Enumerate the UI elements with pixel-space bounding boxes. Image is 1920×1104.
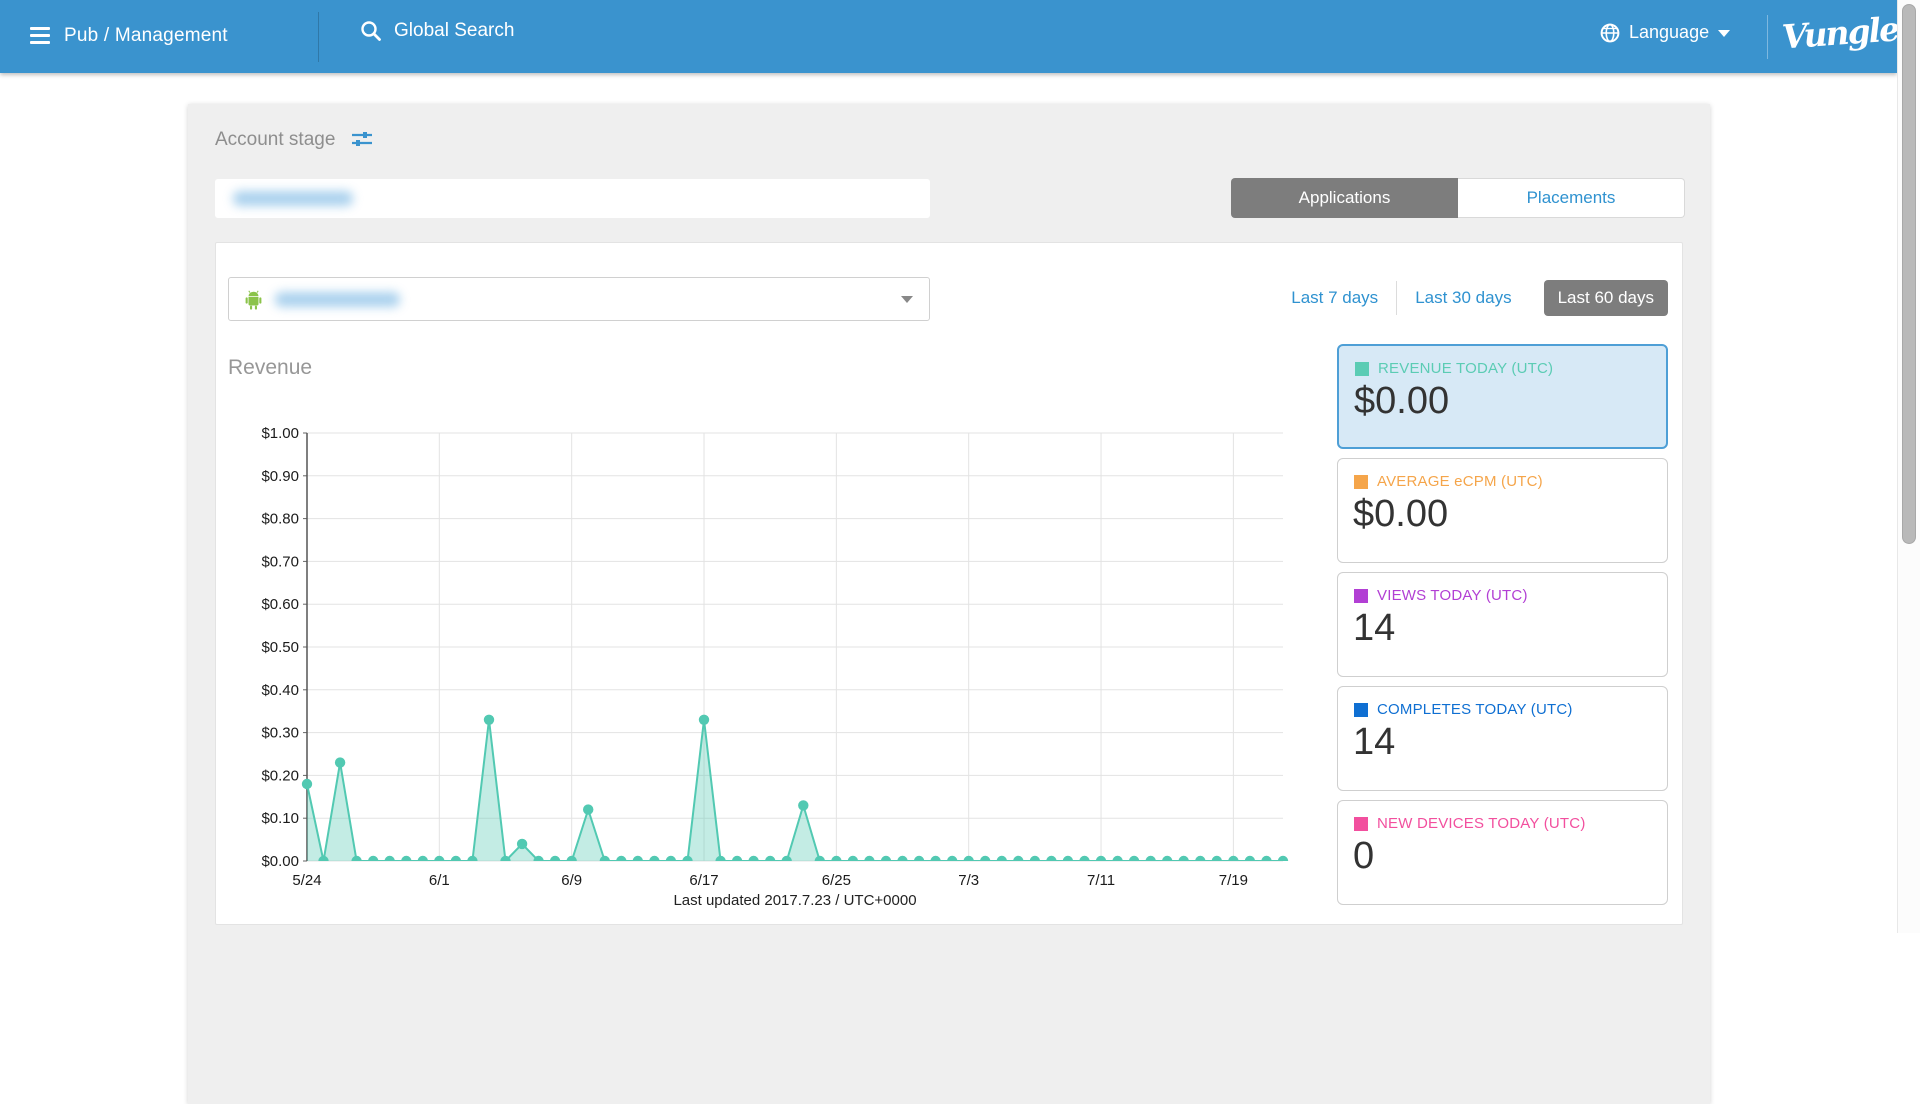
legend-swatch-icon xyxy=(1354,702,1368,717)
svg-text:$0.00: $0.00 xyxy=(261,853,299,870)
topbar-divider xyxy=(318,12,319,62)
chevron-down-icon xyxy=(1718,30,1731,37)
stat-label: VIEWS TODAY (UTC) xyxy=(1377,587,1528,604)
stat-value: $0.00 xyxy=(1354,380,1450,422)
stat-label-row: VIEWS TODAY (UTC) xyxy=(1354,587,1528,604)
stat-label-row: REVENUE TODAY (UTC) xyxy=(1355,360,1553,377)
svg-text:6/1: 6/1 xyxy=(429,872,450,889)
dropdown-caret-icon xyxy=(901,296,913,303)
svg-text:$0.20: $0.20 xyxy=(261,767,299,784)
filter-sliders-icon[interactable] xyxy=(352,131,372,148)
legend-swatch-icon xyxy=(1355,361,1369,376)
search-icon xyxy=(361,21,381,41)
vertical-scrollbar-thumb[interactable] xyxy=(1902,4,1916,544)
last-updated-text: Last updated 2017.7.23 / UTC+0000 xyxy=(673,892,917,909)
stat-label-row: NEW DEVICES TODAY (UTC) xyxy=(1354,815,1586,832)
global-search xyxy=(360,20,654,42)
vungle-logo: Vungle xyxy=(1780,9,1900,57)
page-title: Pub / Management xyxy=(64,25,228,46)
svg-text:$0.70: $0.70 xyxy=(261,553,299,570)
svg-text:5/24: 5/24 xyxy=(292,872,321,889)
svg-text:$1.00: $1.00 xyxy=(261,425,299,442)
stat-card-views-today-utc[interactable]: VIEWS TODAY (UTC) 14 xyxy=(1337,572,1668,677)
range-tab-last-7-days[interactable]: Last 7 days xyxy=(1291,288,1379,307)
svg-text:7/3: 7/3 xyxy=(958,872,979,889)
stat-value: 14 xyxy=(1353,721,1396,763)
svg-text:6/17: 6/17 xyxy=(689,872,718,889)
top-navigation-bar: Pub / Management Language Vungle xyxy=(0,0,1900,73)
legend-swatch-icon xyxy=(1354,588,1368,603)
stat-card-new-devices-today-utc[interactable]: NEW DEVICES TODAY (UTC) 0 xyxy=(1337,800,1668,905)
svg-text:7/11: 7/11 xyxy=(1087,872,1115,889)
svg-text:7/19: 7/19 xyxy=(1219,872,1248,889)
date-range-tabs: Last 7 days Last 30 days Last 60 days xyxy=(1240,279,1668,317)
vertical-scrollbar-track[interactable] xyxy=(1897,0,1920,933)
language-menu[interactable]: Language xyxy=(1600,22,1731,43)
account-stage-title: Account stage xyxy=(215,129,336,150)
legend-swatch-icon xyxy=(1354,474,1368,489)
svg-text:$0.40: $0.40 xyxy=(261,682,299,699)
application-dropdown[interactable] xyxy=(228,277,930,321)
stat-value: 0 xyxy=(1353,835,1375,877)
range-tab-divider xyxy=(1396,281,1398,315)
svg-text:$0.80: $0.80 xyxy=(261,511,299,528)
range-tab-last-60-days[interactable]: Last 60 days xyxy=(1543,280,1668,316)
svg-text:$0.30: $0.30 xyxy=(261,725,299,742)
svg-text:$0.10: $0.10 xyxy=(261,810,299,827)
svg-text:6/9: 6/9 xyxy=(561,872,582,889)
chart-title: Revenue xyxy=(228,356,313,379)
topbar-divider xyxy=(1767,15,1768,59)
svg-text:$0.50: $0.50 xyxy=(261,639,299,656)
stat-label-row: AVERAGE eCPM (UTC) xyxy=(1354,473,1543,490)
globe-icon xyxy=(1600,23,1620,42)
svg-text:$0.90: $0.90 xyxy=(261,468,299,485)
stat-label: REVENUE TODAY (UTC) xyxy=(1378,360,1554,377)
legend-swatch-icon xyxy=(1354,816,1368,831)
hamburger-menu-icon[interactable] xyxy=(30,27,50,44)
tab-applications[interactable]: Applications xyxy=(1231,178,1458,218)
range-tab-last-30-days[interactable]: Last 30 days xyxy=(1415,288,1512,307)
stat-label: COMPLETES TODAY (UTC) xyxy=(1377,701,1573,718)
stat-value: $0.00 xyxy=(1353,493,1449,535)
svg-text:$0.60: $0.60 xyxy=(261,596,299,613)
blurred-account-name xyxy=(233,191,353,206)
view-toggle: Applications Placements xyxy=(1231,178,1685,218)
account-selector-input[interactable] xyxy=(215,179,930,218)
blurred-app-name xyxy=(275,292,400,307)
revenue-chart: $1.00 $0.90 $0.80 $0.70 $0.60 $0.50 $0.40 $0.30… xyxy=(261,425,1289,889)
android-icon xyxy=(245,290,262,310)
stat-card-average-ecpm-utc[interactable]: AVERAGE eCPM (UTC) $0.00 xyxy=(1337,458,1668,563)
stat-card-completes-today-utc[interactable]: COMPLETES TODAY (UTC) 14 xyxy=(1337,686,1668,791)
tab-placements[interactable]: Placements xyxy=(1458,178,1685,218)
stat-label: AVERAGE eCPM (UTC) xyxy=(1377,473,1543,490)
stat-label-row: COMPLETES TODAY (UTC) xyxy=(1354,701,1573,718)
svg-text:6/25: 6/25 xyxy=(822,872,851,889)
global-search-input[interactable] xyxy=(394,20,654,42)
stat-value: 14 xyxy=(1353,607,1396,649)
stat-card-revenue-today-utc[interactable]: REVENUE TODAY (UTC) $0.00 xyxy=(1337,344,1668,449)
stat-label: NEW DEVICES TODAY (UTC) xyxy=(1377,815,1586,832)
language-label: Language xyxy=(1629,22,1710,42)
stat-cards-column: REVENUE TODAY (UTC) $0.00 AVERAGE eCPM (UT… xyxy=(1337,344,1668,914)
